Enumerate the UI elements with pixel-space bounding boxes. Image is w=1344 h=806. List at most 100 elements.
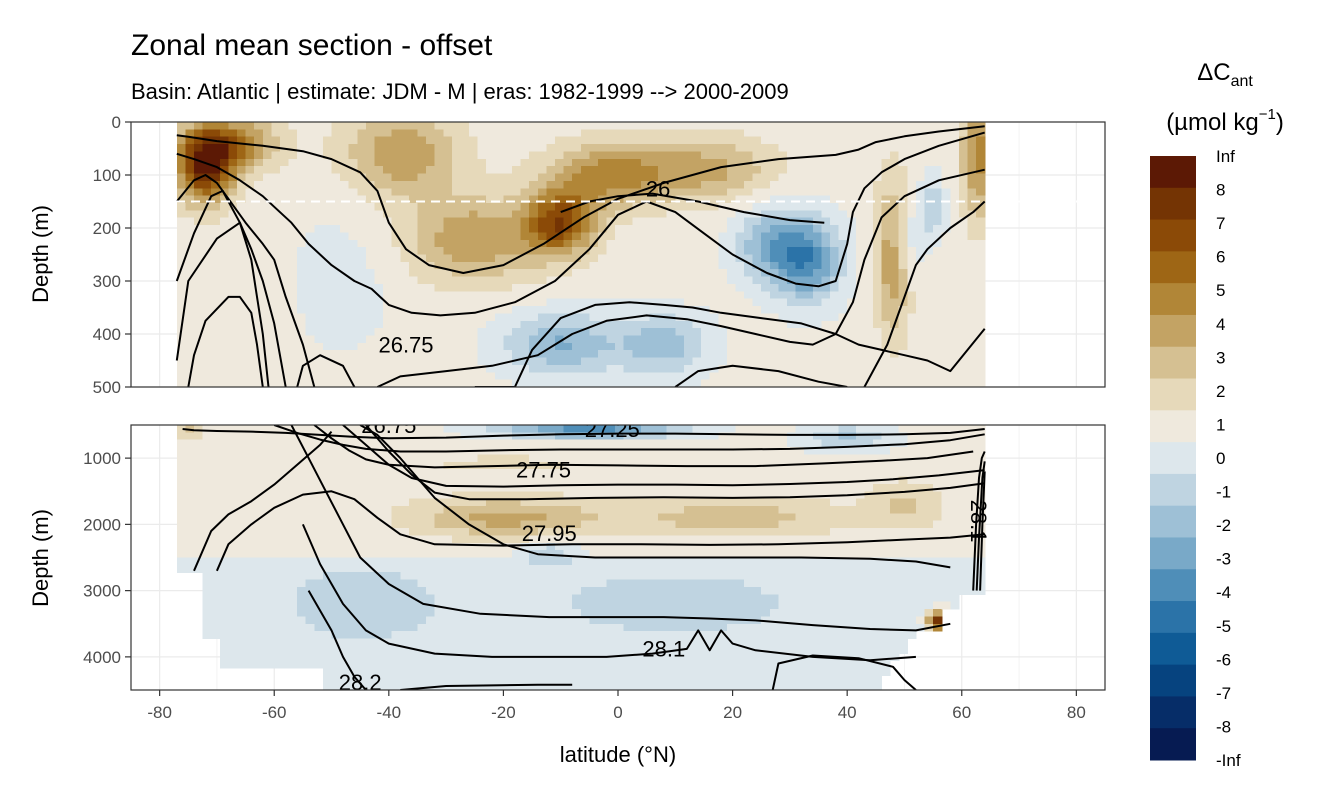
upper-field-cell: [718, 269, 728, 278]
upper-field-cell: [537, 306, 547, 314]
upper-field-cell: [512, 313, 522, 322]
upper-field-cell: [744, 129, 754, 138]
lower-field-cell: [529, 557, 539, 566]
upper-field-cell: [735, 269, 745, 278]
upper-field-cell: [202, 342, 212, 351]
upper-field-cell: [821, 195, 831, 204]
upper-field-cell: [958, 283, 969, 292]
upper-field-cell: [383, 232, 393, 241]
upper-field-cell: [709, 379, 719, 388]
upper-field-cell: [829, 180, 840, 189]
upper-field-cell: [176, 298, 187, 307]
lower-field-cell: [185, 483, 195, 492]
upper-field-cell: [950, 202, 960, 211]
upper-field-cell: [649, 158, 659, 167]
upper-field-cell: [194, 180, 204, 189]
lower-field-cell: [512, 505, 522, 514]
upper-field-cell: [236, 372, 247, 381]
upper-field-cell: [778, 283, 788, 292]
upper-field-cell: [236, 328, 247, 337]
upper-field-cell: [744, 269, 754, 278]
lower-field-cell: [400, 675, 410, 684]
upper-field-cell: [417, 195, 427, 204]
upper-field-cell: [331, 202, 341, 211]
upper-field-cell: [872, 254, 883, 263]
upper-field-cell: [898, 217, 908, 226]
upper-field-cell: [572, 306, 582, 314]
upper-field-cell: [288, 239, 298, 248]
upper-field-cell: [666, 158, 676, 167]
lower-field-cell: [194, 542, 204, 551]
upper-field-cell: [297, 151, 307, 160]
upper-field-cell: [434, 328, 444, 337]
upper-field-cell: [494, 225, 505, 234]
upper-field-cell: [219, 173, 229, 182]
lower-field-cell: [305, 425, 315, 433]
lower-field-cell: [340, 623, 350, 632]
upper-field-cell: [245, 173, 255, 182]
upper-field-cell: [546, 283, 556, 292]
lower-field-cell: [494, 520, 505, 529]
upper-field-cell: [898, 151, 908, 160]
upper-field-cell: [443, 239, 453, 248]
upper-field-cell: [503, 328, 513, 337]
lower-field-cell: [469, 667, 479, 676]
upper-field-cell: [185, 254, 195, 263]
upper-field-cell: [254, 342, 264, 351]
upper-field-cell: [804, 166, 814, 175]
lower-field-cell: [443, 660, 453, 669]
lower-field-cell: [520, 682, 530, 691]
upper-field-cell: [881, 298, 891, 307]
upper-field-cell: [864, 210, 874, 219]
upper-field-cell: [701, 129, 711, 138]
upper-field-cell: [778, 328, 788, 337]
lower-field-cell: [494, 505, 505, 514]
upper-field-cell: [589, 195, 599, 204]
lower-field-cell: [288, 550, 298, 559]
lower-field-cell: [288, 491, 298, 500]
upper-field-cell: [941, 379, 951, 388]
upper-field-cell: [340, 328, 350, 337]
upper-field-cell: [881, 291, 891, 300]
upper-field-cell: [434, 158, 444, 167]
upper-field-cell: [623, 276, 633, 285]
upper-field-cell: [314, 283, 324, 292]
lower-field-cell: [383, 616, 393, 625]
upper-field-cell: [924, 232, 934, 241]
upper-field-cell: [383, 313, 393, 322]
upper-field-cell: [331, 122, 341, 130]
upper-field-cell: [761, 306, 771, 314]
upper-field-cell: [787, 136, 797, 145]
upper-field-cell: [254, 276, 264, 285]
upper-field-cell: [829, 202, 840, 211]
upper-field-cell: [976, 269, 986, 278]
lower-field-cell: [417, 535, 427, 544]
upper-field-cell: [408, 313, 419, 322]
upper-field-cell: [503, 225, 513, 234]
lower-field-cell: [426, 432, 436, 441]
upper-field-cell: [503, 232, 513, 241]
upper-field-cell: [804, 202, 814, 211]
lower-field-cell: [202, 557, 212, 566]
upper-field-cell: [322, 144, 333, 153]
upper-field-cell: [804, 254, 814, 263]
lower-field-cell: [236, 557, 247, 566]
lower-field-cell: [322, 483, 333, 492]
upper-field-cell: [855, 328, 865, 337]
lower-field-cell: [554, 557, 565, 566]
upper-field-cell: [486, 144, 496, 153]
lower-field-cell: [529, 439, 539, 448]
upper-field-cell: [778, 291, 788, 300]
upper-field-cell: [236, 269, 247, 278]
upper-field-cell: [451, 364, 462, 373]
upper-field-cell: [890, 136, 900, 145]
lower-field-cell: [460, 439, 470, 448]
lower-field-cell: [460, 505, 470, 514]
lower-field-cell: [357, 579, 367, 588]
upper-field-cell: [443, 144, 453, 153]
upper-field-cell: [778, 261, 788, 270]
upper-field-cell: [623, 364, 633, 373]
upper-field-cell: [958, 261, 969, 270]
upper-field-cell: [194, 122, 204, 130]
upper-field-cell: [915, 166, 926, 175]
